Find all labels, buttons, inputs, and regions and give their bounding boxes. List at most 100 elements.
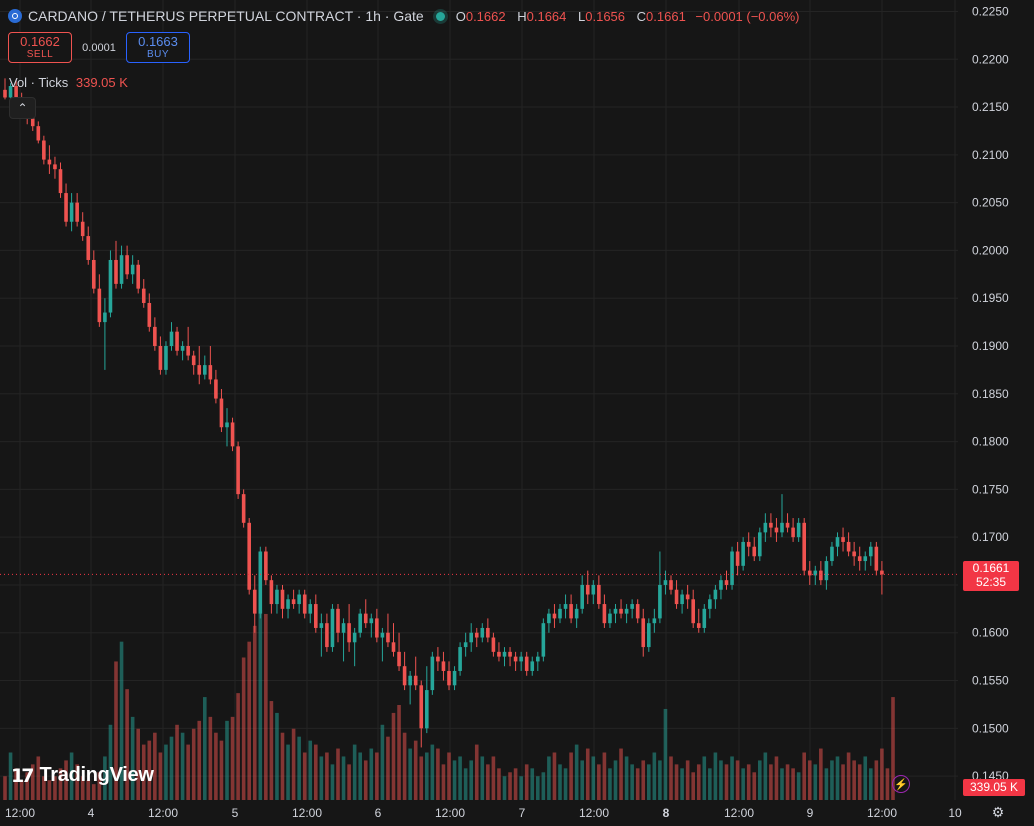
candle-body [75,202,79,222]
volume-bar [47,780,52,800]
volume-bar [719,760,723,800]
volume-bar [669,756,673,800]
candle-body [547,613,551,624]
candle-body [696,623,701,628]
collapse-chevron-up-icon[interactable]: ⌃ [9,97,36,119]
candle-body [402,666,407,686]
candle-body [486,627,490,638]
candle-body [769,522,773,528]
volume-bar [469,760,473,800]
candle-body [286,599,290,609]
volume-bar [252,625,257,800]
candle-body [574,608,579,619]
candle-body [430,656,435,691]
volume-bar [474,744,479,800]
candle-body [869,546,873,557]
volume-bar [552,752,557,800]
volume-bar [375,752,379,800]
price-tick-label: 0.1700 [972,530,1009,544]
volume-bar [691,772,695,800]
volume-bar [569,752,573,800]
volume-bar [347,764,351,800]
volume-bar [530,768,535,800]
candle-body [702,608,707,628]
volume-bar [630,764,634,800]
candle-body [519,656,523,662]
sell-button[interactable]: 0.1662 SELL [8,32,72,63]
price-axis: 0.2250 0.2200 0.2150 0.2100 0.2050 0.2000 0.19… [972,4,1009,783]
spread-value: 0.0001 [82,41,116,54]
volume-bar [325,752,329,800]
candle-body [608,613,612,624]
candle-body [807,570,812,576]
gear-icon[interactable]: ⚙ [991,804,1005,820]
volume-bar [519,776,523,800]
candle-body [153,326,157,346]
volume-bar [358,752,362,800]
volume-bar [447,752,451,800]
price-tick-label: 0.1750 [972,482,1009,496]
candle-body [597,584,601,605]
candle-body [175,331,179,351]
time-tick-label: 12:00 [435,806,465,820]
price-tick-label: 0.1600 [972,626,1009,640]
volume-bar [430,744,435,800]
candle-body [502,651,507,657]
bar-countdown: 52:35 [975,575,1007,589]
candle-body [613,608,618,614]
candle-body [336,608,340,633]
candle-body [291,599,296,605]
volume-bar [408,748,412,800]
time-axis: 12:00 4 12:00 5 12:00 6 12:00 7 12:00 8 12:00 9 12:0… [5,806,962,820]
volume-legend[interactable]: Vol · Ticks 339.05 K [9,75,128,90]
candle-body [203,365,207,375]
volume-bar [136,728,140,800]
volume-bar [835,756,840,800]
candle-body [136,264,140,289]
candle-body [508,651,512,657]
volume-bar [752,772,757,800]
candle-body [86,236,91,260]
symbol-title[interactable]: CARDANO / TETHERUS PERPETUAL CONTRACT · … [28,8,424,24]
volume-bar [558,764,562,800]
candle-body [319,623,324,628]
change-value: −0.0001 (−0.06%) [695,8,800,24]
volume-bar [119,641,124,800]
volume-bar [813,764,818,800]
volume-bar [203,697,207,800]
volume-bar [807,760,812,800]
volume-bar [319,756,324,800]
candle-body [69,202,74,222]
volume-bar [452,760,457,800]
volume-bar [25,772,29,800]
volume-bar [735,760,740,800]
candle-body [64,193,68,222]
volume-bar [608,768,612,800]
candle-body [225,422,229,428]
candle-body [846,541,851,552]
volume-bar [863,756,868,800]
candle-body [796,522,801,538]
tradingview-logo[interactable]: 17 TradingView [11,764,154,787]
tradingview-logo-text: TradingView [39,764,154,786]
volume-bar [230,716,235,800]
volume-bar [663,708,668,800]
volume-bar [724,764,729,800]
market-status-icon[interactable] [435,11,445,21]
candle-body [308,604,313,614]
candle-body [30,118,35,127]
lightning-icon[interactable]: ⚡ [892,775,910,793]
candle-body [469,632,473,643]
candle-body [447,670,451,686]
volume-bar [425,752,429,800]
volume-bar [141,744,146,800]
buy-button[interactable]: 0.1663 BUY [126,32,190,63]
candle-body [674,589,679,605]
volume-bar [419,756,424,800]
candle-body [619,608,623,614]
volume-bar [436,748,440,800]
candle-body [53,164,57,170]
candle-body [719,580,723,590]
candle-body [580,584,584,609]
